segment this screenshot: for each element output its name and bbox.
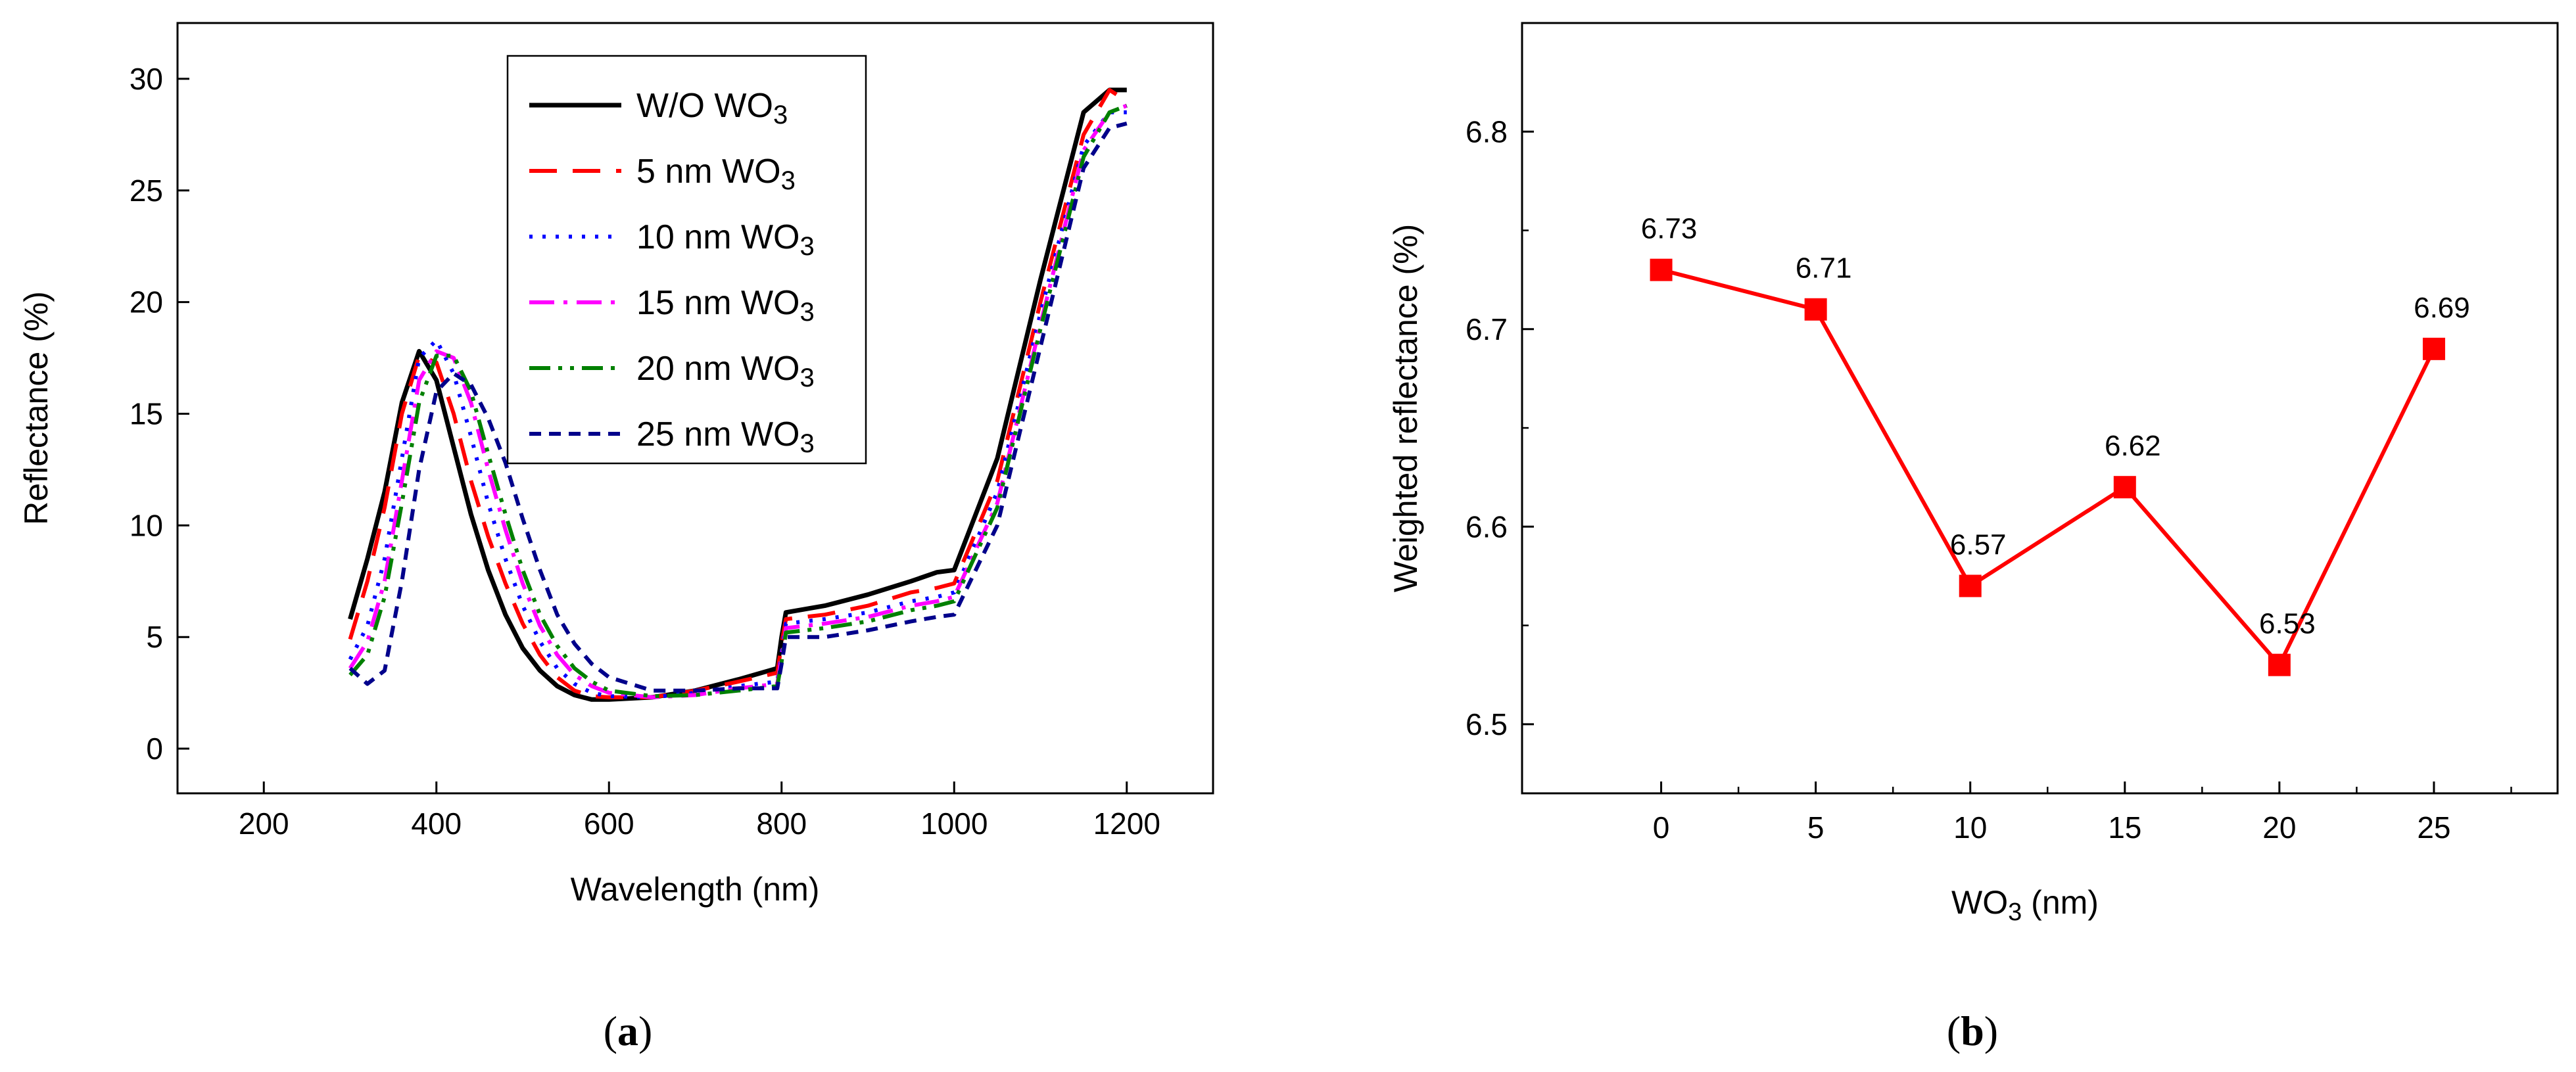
chart-b-data-label-4: 6.53 [2259, 608, 2316, 640]
chart-a-legend-label-0: W/O WO3 [636, 87, 788, 129]
chart-b-series: 6.73 6.71 6.57 6.62 6.53 6.69 [1641, 213, 2470, 676]
chart-b-data-point-3 [2113, 476, 2136, 499]
chart-a-series-line-2 [348, 110, 1127, 699]
chart-a-plot-frame [176, 22, 1214, 795]
chart-b-y-axis-label: Weighted reflectance (%) [1387, 224, 1424, 592]
chart-a-y-tick-label: 5 [146, 620, 163, 654]
chart-a-x-tick-label: 200 [239, 806, 289, 841]
chart-b-data-point-1 [1804, 298, 1827, 321]
chart-a-ticks: 200 400 600 800 1000 1200 0 5 10 15 20 25 30 [130, 62, 1160, 841]
chart-a-legend-label-sub: 3 [800, 298, 815, 327]
chart-b-x-axis-label-main: WO [1951, 884, 2008, 921]
chart-a-legend-label-sub: 3 [800, 232, 815, 261]
chart-b-x-tick-label: 10 [1953, 810, 1987, 845]
chart-a-y-tick-label: 15 [130, 396, 163, 431]
chart-a-series-line-4 [348, 103, 1128, 699]
chart-a-legend-label-4: 20 nm WO3 [636, 350, 815, 392]
chart-a-y-tick-label: 0 [146, 732, 163, 766]
chart-b-x-axis-label-unit: (nm) [2022, 884, 2099, 921]
chart-b-x-tick-label: 0 [1653, 810, 1670, 845]
chart-b-y-tick-label: 6.6 [1466, 509, 1508, 544]
chart-b-ticks: 0 5 10 15 20 25 6.5 6.6 6.7 6.8 [1466, 114, 2512, 845]
chart-a-legend-box [506, 55, 867, 465]
chart-b-data-point-2 [1959, 574, 1982, 597]
panel-b-letter: b [1961, 1008, 1984, 1054]
chart-b-data-label-0: 6.73 [1641, 213, 1698, 245]
chart-a-x-tick-label: 600 [584, 806, 634, 841]
panel-b-open-paren: ( [1947, 1008, 1961, 1054]
chart-b-x-tick-label: 15 [2108, 810, 2141, 845]
chart-b-y-tick-label: 6.5 [1466, 707, 1508, 741]
chart-a-x-tick-label: 1200 [1093, 806, 1160, 841]
chart-a-legend-label-sub: 3 [800, 363, 815, 392]
panel-b-label: (b) [1947, 1008, 1998, 1054]
chart-a-legend-label-1: 5 nm WO3 [636, 152, 796, 195]
chart-b-data-point-4 [2268, 653, 2291, 676]
panel-a-label: (a) [604, 1008, 653, 1054]
chart-a-legend-label-3: 15 nm WO3 [636, 284, 815, 327]
chart-a-series-line-5 [348, 121, 1128, 693]
chart-a-x-tick-label: 1000 [920, 806, 988, 841]
chart-a-x-tick-label: 800 [756, 806, 807, 841]
chart-a-legend-label-sub: 3 [800, 429, 815, 458]
chart-a-legend-label-5: 25 nm WO3 [636, 415, 815, 458]
chart-a-legend-label-main: 25 nm WO [636, 415, 800, 454]
panel-a-letter: a [617, 1008, 638, 1054]
chart-b-data-point-0 [1650, 258, 1673, 281]
chart-a-legend-label-main: 15 nm WO [636, 284, 800, 322]
chart-b-data-label-5: 6.69 [2414, 292, 2470, 324]
chart-a-legend-label-sub: 3 [781, 166, 796, 195]
chart-a-legend-label-main: 20 nm WO [636, 350, 800, 388]
chart-a-legend-label-main: 5 nm WO [636, 152, 781, 191]
chart-b-weighted-reflectance: 0 5 10 15 20 256.56.66.76.8 6.736.716.576.626… [1387, 22, 2559, 926]
chart-a-series-line-3 [348, 103, 1128, 699]
chart-a-legend-label-sub: 3 [773, 101, 788, 129]
chart-b-data-label-3: 6.62 [2105, 430, 2161, 462]
chart-a-legend-label-2: 10 nm WO3 [636, 218, 815, 261]
chart-a-series-lines [348, 87, 1128, 702]
chart-a-legend-label-main: W/O WO [636, 87, 773, 125]
chart-b-data-label-2: 6.57 [1950, 528, 2007, 561]
chart-b-x-tick-label: 5 [1807, 810, 1825, 845]
chart-b-x-tick-label: 25 [2417, 810, 2450, 845]
chart-b-x-axis-label: WO3 (nm) [1951, 884, 2099, 926]
chart-a-x-axis-label: Wavelength (nm) [571, 871, 820, 908]
chart-a-legend-label-main: 10 nm WO [636, 218, 800, 256]
chart-a-y-tick-label: 25 [130, 174, 163, 208]
chart-a-x-tick-label: 400 [411, 806, 462, 841]
chart-a-y-axis-label: Reflectance (%) [18, 291, 55, 525]
panel-a-open-paren: ( [604, 1008, 617, 1054]
chart-b-y-tick-label: 6.8 [1466, 114, 1508, 149]
panel-b-close-paren: ) [1984, 1008, 1998, 1054]
chart-b-x-tick-label: 20 [2262, 810, 2296, 845]
chart-a-y-tick-label: 30 [130, 62, 163, 96]
chart-a-series-line-1 [348, 87, 1128, 699]
chart-b-x-axis-label-sub: 3 [2008, 898, 2022, 926]
chart-a-y-tick-label: 10 [130, 508, 163, 542]
chart-b-y-tick-label: 6.7 [1466, 312, 1508, 346]
chart-b-data-label-1: 6.71 [1796, 252, 1852, 285]
panel-a-close-paren: ) [638, 1008, 652, 1054]
chart-b-data-point-5 [2422, 337, 2445, 360]
chart-a-series-line-0 [348, 87, 1127, 702]
chart-a-y-tick-label: 20 [130, 285, 163, 319]
chart-b-series-line [1660, 268, 2436, 667]
chart-b-plot-frame [1521, 22, 2559, 795]
